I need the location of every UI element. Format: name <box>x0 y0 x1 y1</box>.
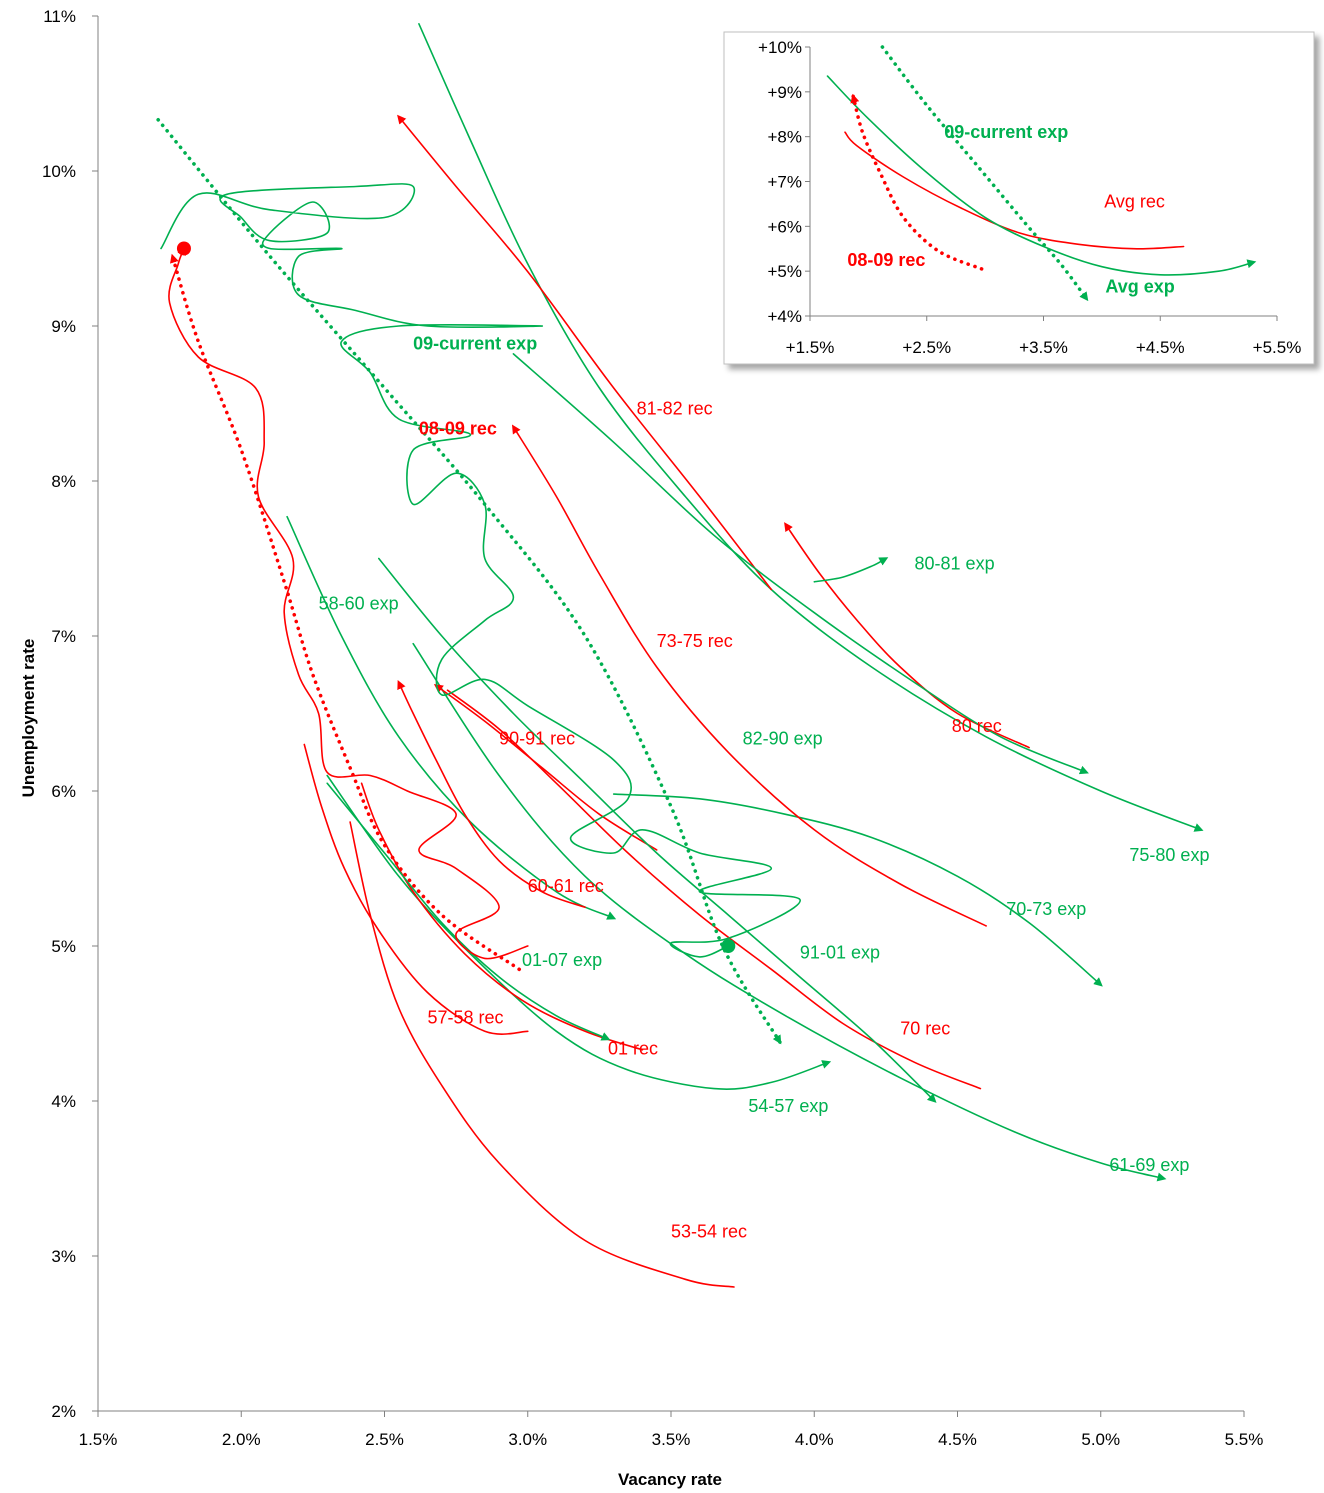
inset-y-tick-label: +9% <box>768 83 803 102</box>
inset-x-tick-label: +2.5% <box>902 338 951 357</box>
inset-frame <box>723 31 1315 365</box>
label-75-80-exp: 75-80 exp <box>1129 845 1209 865</box>
inset-label-avg-rec: Avg rec <box>1104 192 1165 212</box>
inset-label-avg-exp: Avg exp <box>1105 277 1174 297</box>
inset-chart: +1.5% +2.5% +3.5% +4.5% +5.5% +4% +5% +6% +7% +8%… <box>723 31 1315 365</box>
series-75-80-exp-path <box>418 23 1204 832</box>
series-54-57-exp-path <box>326 774 832 1090</box>
series-61-69-exp-path <box>412 642 1167 1182</box>
label-91-01-exp: 91-01 exp <box>800 942 880 962</box>
x-tick-label: 2.0% <box>222 1430 261 1449</box>
series-01-07-exp-path <box>326 782 611 1041</box>
inset-series-avg-rec-path <box>844 131 1185 250</box>
series-80-81-exp-path <box>813 557 889 583</box>
main-plot-area <box>156 23 1204 1288</box>
series-08-09-rec-path <box>168 245 529 960</box>
series-08-09-rec-trend <box>170 253 521 972</box>
y-tick-label: 6% <box>51 782 76 801</box>
inset-y-tick-label: +6% <box>768 217 803 236</box>
label-57-58-rec: 57-58 rec <box>427 1008 503 1028</box>
inset-label-08-09-rec: 08-09 rec <box>847 250 925 270</box>
inset-series-08-09-rec-trend <box>850 93 984 271</box>
y-tick-label: 10% <box>42 162 76 181</box>
inset-x-tick-label: +1.5% <box>786 338 835 357</box>
x-tick-label: 3.5% <box>652 1430 691 1449</box>
inset-x-tick-label: +5.5% <box>1253 338 1302 357</box>
x-axis-title: Vacancy rate <box>618 1470 722 1489</box>
y-tick-label: 8% <box>51 472 76 491</box>
y-axis-title: Unemployment rate <box>19 639 38 798</box>
label-60-61-rec: 60-61 rec <box>528 876 604 896</box>
label-53-54-rec: 53-54 rec <box>671 1221 747 1241</box>
label-01-rec: 01 rec <box>608 1039 658 1059</box>
label-81-82-rec: 81-82 rec <box>637 398 713 418</box>
label-90-91-rec: 90-91 rec <box>499 729 575 749</box>
series-09-current-exp-path <box>160 183 801 958</box>
inset-x-tick-label: +4.5% <box>1136 338 1185 357</box>
y-tick-label: 11% <box>43 7 76 26</box>
series-73-75-rec-path <box>511 424 987 927</box>
series-81-82-rec-path <box>397 114 773 591</box>
label-01-07-exp: 01-07 exp <box>522 950 602 970</box>
inset-series-avg-exp-path <box>826 75 1257 276</box>
inset-series-labels: 09-current exp Avg rec 08-09 rec Avg exp <box>847 122 1174 297</box>
inset-label-09-current-exp: 09-current exp <box>944 122 1068 142</box>
series-58-60-exp-path <box>286 515 617 920</box>
x-tick-label: 4.0% <box>795 1430 834 1449</box>
inset-y-tick-label: +8% <box>768 128 803 147</box>
label-70-rec: 70 rec <box>900 1018 950 1038</box>
y-tick-label: 9% <box>51 317 76 336</box>
x-tick-label: 4.5% <box>938 1430 977 1449</box>
label-61-69-exp: 61-69 exp <box>1109 1155 1189 1175</box>
y-tick-label: 7% <box>51 627 76 646</box>
series-09-current-exp-trend <box>156 118 782 1045</box>
label-09-current-exp: 09-current exp <box>413 333 537 353</box>
inset-series-09-current-exp-trend <box>880 45 1089 302</box>
inset-y-tick-label: +10% <box>758 38 802 57</box>
series-53-54-rec-path <box>349 821 735 1288</box>
y-tick-label: 5% <box>51 937 76 956</box>
series-82-90-exp-path <box>512 353 1089 775</box>
inset-axes: +1.5% +2.5% +3.5% +4.5% +5.5% +4% +5% +6% +7% +8%… <box>758 38 1301 357</box>
x-tick-label: 5.0% <box>1081 1430 1120 1449</box>
series-70-rec-path <box>446 689 982 1090</box>
x-tick-label: 3.0% <box>508 1430 547 1449</box>
label-80-81-exp: 80-81 exp <box>915 553 995 573</box>
label-54-57-exp: 54-57 exp <box>748 1096 828 1116</box>
label-80-rec: 80 rec <box>952 716 1002 736</box>
label-58-60-exp: 58-60 exp <box>319 594 399 614</box>
inset-y-tick-label: +5% <box>768 262 803 281</box>
y-tick-label: 2% <box>51 1402 76 1421</box>
label-70-73-exp: 70-73 exp <box>1006 899 1086 919</box>
series-60-61-rec-path <box>397 680 586 909</box>
y-tick-label: 3% <box>51 1247 76 1266</box>
x-tick-label: 2.5% <box>365 1430 404 1449</box>
inset-x-tick-label: +3.5% <box>1019 338 1068 357</box>
series-01-rec-path <box>360 782 644 1051</box>
x-tick-label: 1.5% <box>79 1430 118 1449</box>
series-57-58-rec-path <box>303 743 529 1035</box>
inset-y-tick-label: +7% <box>768 173 803 192</box>
y-tick-label: 4% <box>51 1092 76 1111</box>
inset-y-tick-label: +4% <box>768 307 803 326</box>
label-82-90-exp: 82-90 exp <box>743 729 823 749</box>
series-91-01-exp-path <box>378 557 937 1103</box>
label-08-09-rec: 08-09 rec <box>419 419 497 439</box>
recession-endpoint-marker <box>176 241 191 256</box>
main-axes: 1.5% 2.0% 2.5% 3.0% 3.5% 4.0% 4.5% 5.0% 5.5% 2% 3%… <box>42 7 1263 1449</box>
main-series-labels: 53-54 rec 54-57 exp 57-58 rec 58-60 exp 60-6… <box>319 333 1210 1241</box>
x-tick-label: 5.5% <box>1225 1430 1264 1449</box>
series-70-73-exp-path <box>612 793 1103 987</box>
series-90-91-rec-path <box>433 684 658 851</box>
inset-plot-area <box>826 45 1257 302</box>
series-80-rec-path <box>784 522 1030 749</box>
expansion-endpoint-marker <box>721 939 736 953</box>
label-73-75-rec: 73-75 rec <box>657 631 733 651</box>
